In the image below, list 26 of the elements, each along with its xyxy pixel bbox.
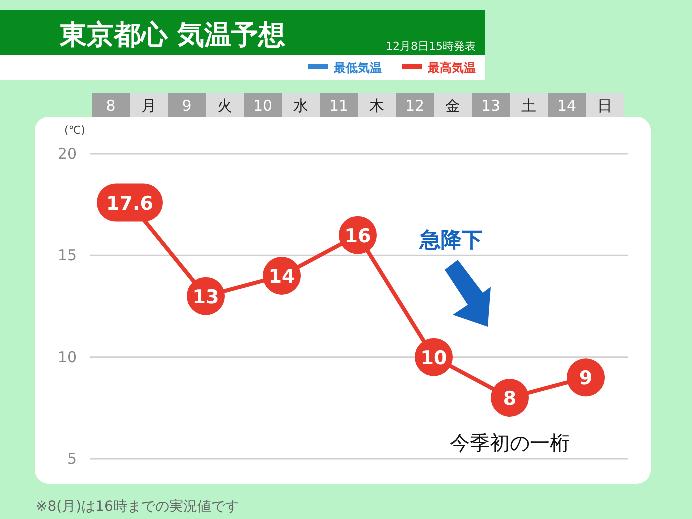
category-label: 9 火	[182, 97, 232, 115]
category-label: 8 月	[106, 97, 156, 115]
data-label: 10	[420, 347, 448, 370]
annotation: 急降下	[419, 228, 483, 252]
category-label: 12 金	[405, 97, 460, 115]
data-label: 17.6	[106, 192, 154, 215]
category-label: 10 水	[253, 97, 308, 115]
data-label: 14	[268, 266, 296, 288]
category-label: 13 土	[481, 97, 536, 115]
text: ※8(月)は16時までの実況値です	[36, 499, 240, 515]
annotation: 今季初の一桁	[450, 431, 570, 455]
data-label: 8	[503, 388, 517, 410]
legend-label: 最高気温	[427, 61, 476, 75]
category-label: 11 木	[329, 97, 384, 115]
data-label: 9	[579, 368, 593, 390]
data-label: 13	[192, 286, 220, 308]
y-tick-label: 5	[67, 450, 77, 468]
y-tick-label: 10	[58, 348, 77, 366]
y-axis-title: (℃)	[64, 124, 86, 137]
data-label: 16	[344, 225, 372, 248]
chart-title: 東京都心 気温予想	[59, 20, 286, 51]
legend-label: 最低気温	[333, 61, 382, 75]
y-tick-label: 15	[58, 246, 77, 265]
category-label: 14 日	[557, 97, 612, 115]
text: 12月8日15時発表	[386, 40, 476, 53]
y-tick-label: 20	[58, 145, 77, 163]
